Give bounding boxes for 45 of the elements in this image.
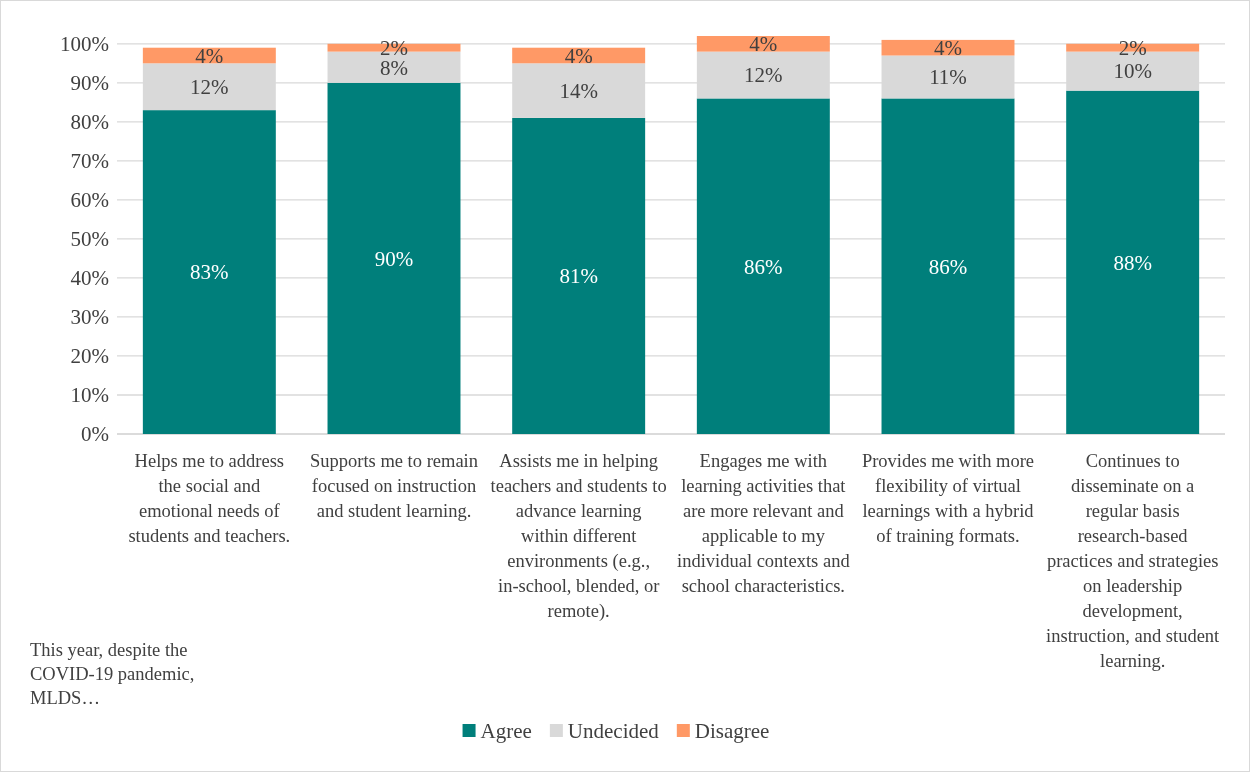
data-label: 83%	[190, 260, 229, 285]
bar	[881, 98, 1015, 434]
data-label: 86%	[928, 254, 968, 279]
data-label: 12%	[744, 63, 783, 88]
y-tick-label: 100%	[60, 32, 109, 57]
y-tick-label: 90%	[70, 71, 109, 96]
legend-label: Undecided	[567, 719, 660, 744]
x-tick-label: Supports me to remain focused on instruction and student learning.	[309, 451, 479, 521]
text: This year, despite the COVID-19 pandemic, MLDS…	[30, 640, 195, 708]
bar	[142, 110, 276, 434]
data-label: 14%	[559, 78, 598, 103]
y-tick-label: 80%	[70, 110, 109, 135]
y-tick-label: 70%	[70, 149, 109, 174]
data-label: 11%	[929, 65, 967, 90]
y-tick-label: 50%	[70, 227, 109, 252]
x-tick-label: Assists me in helping teachers and students to advance learning within different environments (e.g., in-school, blended, or remote).	[490, 451, 667, 622]
data-label: 4%	[195, 43, 224, 68]
data-label: 81%	[559, 264, 598, 289]
bar	[881, 39, 1015, 56]
y-tick-label: 10%	[70, 383, 109, 408]
legend-label: Disagree	[694, 719, 770, 744]
data-label: 90%	[374, 246, 414, 271]
x-tick-label: Provides me with more flexibility of virtual learnings with a hybrid of training formats.	[861, 451, 1035, 546]
bar	[696, 98, 830, 434]
category-label: Continues to disseminate on a regular basis research-based practices and strategies on leadership development, instruction, and student learning.	[1046, 451, 1220, 671]
bar	[512, 117, 646, 434]
y-tick-label: 60%	[70, 188, 109, 213]
x-tick-label: Helps me to address the social and emotional needs of students and teachers.	[128, 451, 291, 546]
x-tick-label: Engages me with learning activities that are more relevant and applicable to my individual contexts and school characteristics.	[677, 451, 851, 596]
legend-label: Agree	[480, 719, 532, 744]
data-label: 86%	[744, 254, 783, 279]
data-label: 4%	[564, 43, 593, 68]
y-tick-label: 0%	[81, 422, 109, 447]
data-label: 4%	[934, 36, 962, 61]
y-tick-label: 20%	[70, 344, 109, 369]
data-label: 10%	[1113, 59, 1152, 84]
data-label: 88%	[1113, 250, 1152, 275]
y-tick-label: 30%	[70, 305, 109, 330]
data-label: 12%	[190, 75, 229, 100]
bar	[1066, 90, 1200, 434]
bar	[696, 36, 830, 52]
bar	[327, 82, 461, 434]
data-label: 8%	[380, 55, 408, 80]
data-label: 4%	[749, 32, 778, 57]
y-tick-label: 40%	[70, 266, 109, 291]
